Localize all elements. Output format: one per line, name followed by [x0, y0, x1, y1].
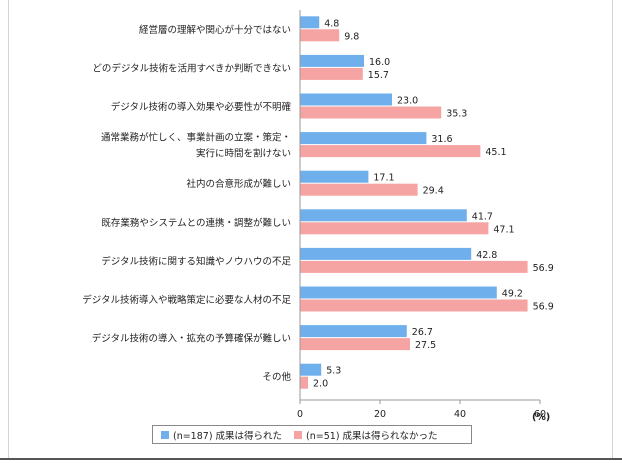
category-label: 社内の合意形成が難しい [186, 178, 291, 190]
bar [300, 145, 481, 158]
category-label: 通常業務が忙しく、事業計画の立案・策定・ [101, 132, 291, 144]
data-label: 47.1 [493, 224, 514, 235]
x-tick-label: 20 [374, 409, 386, 420]
category-label: 経営層の理解や関心が十分ではない [139, 24, 291, 36]
data-label: 49.2 [502, 289, 523, 300]
bar [300, 209, 467, 222]
bar [300, 325, 407, 338]
data-label: 23.0 [397, 96, 418, 107]
x-tick-label: 0 [297, 409, 303, 420]
data-label: 16.0 [369, 57, 390, 68]
legend-label-series-1: (n=187) 成果は得られた [173, 430, 283, 442]
legend: (n=187) 成果は得られた (n=51) 成果は得られなかった [152, 425, 472, 444]
data-label: 4.8 [324, 18, 339, 29]
legend-swatch-series-2 [294, 430, 303, 439]
x-tick-label: 60 [534, 409, 546, 420]
bar [300, 16, 320, 29]
bar [300, 338, 410, 351]
bar [300, 93, 392, 106]
right-border [612, 0, 613, 458]
data-label: 56.9 [533, 263, 554, 274]
bar [300, 67, 363, 80]
bottom-rule [0, 458, 622, 460]
data-label: 15.7 [368, 70, 389, 81]
bar [300, 376, 308, 389]
bar [300, 132, 427, 145]
legend-item-series-1: (n=187) 成果は得られた [161, 428, 282, 442]
data-label: 17.1 [373, 173, 394, 184]
data-label: 9.8 [344, 31, 359, 42]
data-label: 5.3 [326, 366, 341, 377]
category-label: デジタル技術の導入効果や必要性が不明確 [111, 101, 292, 113]
data-label: 31.6 [431, 134, 452, 145]
bar [300, 106, 442, 119]
category-label: その他 [262, 371, 291, 383]
legend-item-series-2: (n=51) 成果は得られなかった [294, 428, 438, 442]
data-label: 45.1 [485, 147, 506, 158]
bar [300, 54, 364, 67]
legend-label-series-2: (n=51) 成果は得られなかった [306, 430, 438, 442]
bar [300, 260, 528, 273]
category-label: 既存業務やシステムとの連携・調整が難しい [101, 217, 291, 229]
legend-swatch-series-1 [161, 430, 169, 439]
bar [300, 222, 489, 235]
left-border [8, 0, 9, 458]
unit-label: (%) [532, 412, 551, 423]
bar [300, 183, 418, 196]
data-label: 26.7 [412, 327, 433, 338]
category-label: デジタル技術導入や戦略策定に必要な人材の不足 [82, 294, 291, 306]
bar [300, 29, 340, 42]
data-label: 42.8 [476, 250, 497, 261]
category-label: 実行に時間を割けない [196, 148, 291, 160]
data-label: 35.3 [446, 109, 467, 120]
category-label: どのデジタル技術を活用すべきか判断できない [92, 62, 291, 74]
x-tick-label: 40 [454, 409, 466, 420]
data-label: 56.9 [533, 302, 554, 313]
data-label: 2.0 [313, 379, 328, 390]
data-label: 41.7 [472, 211, 493, 222]
data-label: 27.5 [415, 340, 436, 351]
bar [300, 286, 497, 299]
bar [300, 299, 528, 312]
bar [300, 247, 472, 260]
bar [300, 170, 369, 183]
bar [300, 363, 322, 376]
category-label: デジタル技術に関する知識やノウハウの不足 [101, 255, 291, 267]
category-label: デジタル技術の導入・拡充の予算確保が難しい [92, 333, 291, 345]
data-label: 29.4 [423, 186, 444, 197]
